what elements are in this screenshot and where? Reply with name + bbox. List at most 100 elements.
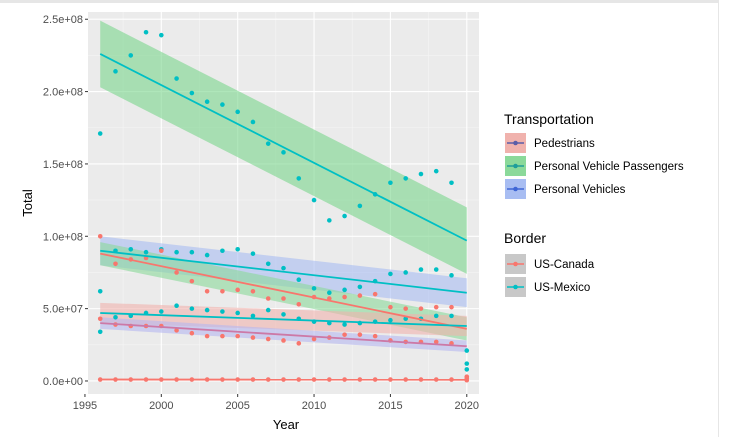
- data-point: [357, 284, 363, 290]
- data-point: [189, 330, 195, 336]
- data-point: [265, 307, 271, 313]
- data-point: [372, 333, 378, 339]
- data-point: [97, 288, 103, 294]
- data-point: [433, 168, 439, 174]
- data-point: [296, 341, 302, 346]
- data-point: [174, 328, 179, 333]
- right-border-line: [718, 0, 719, 437]
- data-point: [296, 301, 302, 307]
- data-point: [357, 203, 363, 209]
- data-point: [327, 290, 332, 296]
- data-point: [418, 306, 424, 311]
- legend: Transportation Pedestrians Personal Vehicl…: [504, 111, 684, 297]
- data-point: [204, 333, 210, 339]
- data-point: [464, 348, 470, 353]
- data-point: [128, 247, 134, 252]
- top-border-line: [0, 0, 718, 3]
- data-point: [449, 273, 454, 278]
- data-point: [235, 310, 240, 316]
- data-point: [174, 249, 179, 255]
- y-tick-label: 2.0e+08: [43, 87, 83, 99]
- data-point: [281, 150, 286, 155]
- legend-label: US-Mexico: [534, 282, 590, 294]
- fit-line: [100, 322, 467, 348]
- legend-label: Personal Vehicles: [534, 184, 626, 196]
- x-axis-title: Year: [273, 417, 300, 432]
- data-point: [433, 267, 439, 272]
- data-point: [433, 339, 439, 345]
- data-point: [464, 361, 470, 366]
- data-point: [204, 288, 210, 294]
- data-point: [143, 29, 149, 35]
- data-point: [433, 313, 439, 319]
- data-point: [235, 247, 240, 252]
- data-point: [281, 296, 286, 301]
- y-tick-label: 5.0e+07: [43, 304, 83, 316]
- data-point: [327, 218, 332, 223]
- y-tick-label: 1.5e+08: [43, 159, 83, 171]
- y-axis-title: Total: [20, 189, 35, 217]
- data-point: [220, 288, 225, 294]
- data-point: [250, 288, 256, 294]
- x-tick-label: 2000: [149, 400, 173, 412]
- data-point: [403, 306, 408, 311]
- data-point: [433, 304, 439, 310]
- data-point: [189, 249, 195, 255]
- fit-line: [100, 312, 467, 327]
- x-tick-label: 2020: [455, 400, 479, 412]
- data-point: [250, 119, 256, 125]
- data-point: [204, 307, 210, 313]
- data-point: [342, 294, 347, 300]
- data-point: [281, 265, 286, 271]
- data-point: [235, 109, 240, 115]
- data-point: [113, 261, 118, 267]
- x-tick-label: 2015: [378, 400, 402, 412]
- data-point: [265, 141, 271, 146]
- data-point: [97, 233, 103, 239]
- data-point: [189, 278, 195, 284]
- data-point: [388, 317, 393, 323]
- data-point: [311, 336, 317, 342]
- legend-key-point: [513, 163, 518, 169]
- fit-line: [100, 252, 467, 330]
- data-point: [265, 261, 271, 267]
- data-point: [296, 176, 302, 181]
- data-point: [189, 90, 195, 96]
- data-point: [265, 296, 271, 301]
- data-point: [174, 270, 179, 275]
- data-point: [403, 270, 408, 275]
- axes: 1995 2000 2005 2010 2015 2020 0.0e+00 5.0e+07 1.…: [43, 14, 479, 412]
- data-point: [220, 248, 225, 254]
- data-points: [97, 29, 470, 383]
- fit-line: [99, 53, 468, 242]
- data-point: [250, 335, 256, 340]
- data-point: [311, 286, 317, 291]
- legend-key-point: [513, 140, 518, 146]
- data-point: [159, 32, 164, 38]
- y-tick-label: 0.0e+00: [43, 376, 83, 388]
- legend-title-border: Border: [504, 230, 546, 246]
- data-point: [128, 53, 134, 58]
- data-point: [159, 309, 164, 314]
- data-point: [174, 76, 179, 81]
- data-point: [342, 287, 347, 293]
- legend-label: Personal Vehicle Passengers: [534, 161, 684, 173]
- data-point: [388, 180, 393, 186]
- data-point: [174, 303, 179, 309]
- legend-label: Pedestrians: [534, 138, 595, 150]
- data-point: [113, 69, 118, 74]
- data-point: [97, 131, 103, 136]
- data-point: [449, 304, 454, 310]
- legend-key-point: [513, 261, 518, 267]
- x-tick-label: 2005: [225, 400, 249, 412]
- data-point: [143, 249, 149, 255]
- data-point: [189, 306, 195, 311]
- data-point: [388, 271, 393, 277]
- data-point: [449, 180, 454, 186]
- data-point: [357, 332, 363, 337]
- data-point: [372, 291, 378, 297]
- data-point: [281, 312, 286, 317]
- data-point: [418, 267, 424, 272]
- data-point: [342, 332, 347, 337]
